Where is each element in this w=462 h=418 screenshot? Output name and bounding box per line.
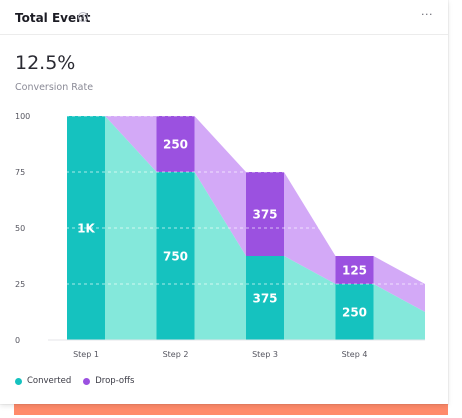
legend-converted-swatch [15, 377, 22, 385]
conversion-rate-value: 12.5% [15, 52, 76, 74]
dropoff-connector-area [284, 172, 336, 284]
converted-connector-area [284, 256, 336, 340]
x-category-label: Step 4 [342, 350, 368, 359]
dropoff-value-label: 375 [252, 208, 277, 222]
conversion-rate-label: Conversion Rate [15, 82, 94, 93]
converted-connector-area [194, 172, 246, 340]
converted-value-label: 375 [252, 292, 277, 306]
y-tick-label: 100 [15, 112, 30, 121]
x-category-label: Step 3 [252, 350, 278, 359]
help-icon[interactable]: ? [78, 12, 88, 22]
legend-dropoffs-swatch [83, 377, 91, 385]
converted-value-label: 250 [342, 306, 367, 320]
dropoff-connector-area [194, 116, 246, 256]
converted-bar [156, 172, 195, 340]
total-event-card: Total Event ? ··· 12.5% Conversion Rate … [0, 0, 448, 387]
y-tick-label: 50 [15, 224, 25, 233]
y-tick-label: 25 [15, 280, 25, 289]
funnel-chart: 0 25 50 75 100 1K Step 1 750 250 Step 2 375 375 Step… [15, 112, 425, 359]
dropoff-connector-area [373, 256, 425, 312]
y-tick-label: 0 [15, 336, 20, 345]
legend-item-dropoffs[interactable]: Drop-offs [83, 376, 134, 386]
converted-bar [246, 256, 284, 340]
converted-connector-area [105, 116, 157, 340]
dropoff-bar [156, 116, 195, 172]
chart-legend: Converted Drop-offs [15, 375, 146, 387]
legend-dropoffs-label: Drop-offs [95, 376, 135, 386]
converted-bar [335, 284, 374, 340]
card-header: Total Event ? ··· [0, 0, 448, 35]
dropoff-bar [335, 256, 374, 284]
legend-item-converted[interactable]: Converted [15, 376, 71, 386]
converted-value-label: 750 [163, 250, 188, 264]
converted-connector-area [373, 284, 425, 340]
dropoff-value-label: 250 [163, 138, 188, 152]
card-title: Total Event [15, 11, 91, 25]
legend-converted-label: Converted [27, 376, 72, 386]
converted-value-label: 1K [77, 222, 95, 236]
y-tick-label: 75 [15, 168, 25, 177]
more-options-icon[interactable]: ··· [421, 8, 433, 21]
dropoff-bar [246, 172, 284, 256]
x-category-label: Step 2 [163, 350, 189, 359]
dropoff-value-label: 125 [342, 264, 367, 278]
x-category-label: Step 1 [73, 350, 99, 359]
